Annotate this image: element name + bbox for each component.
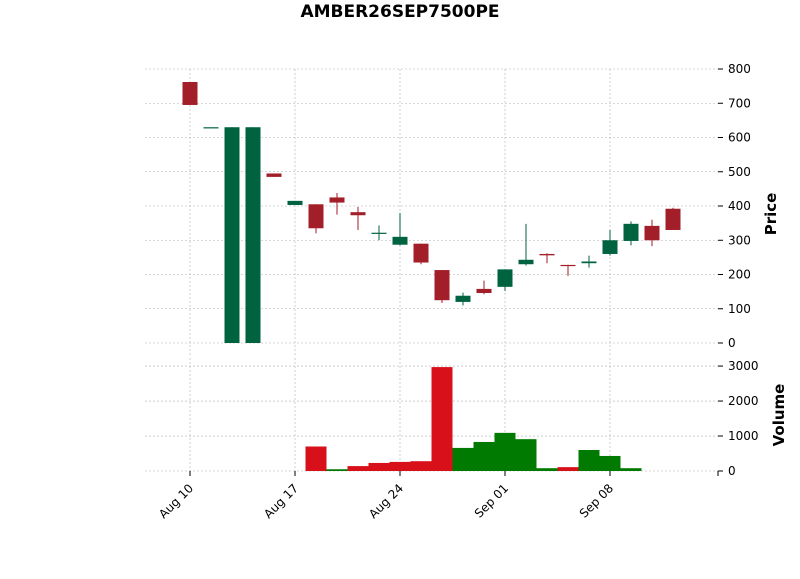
candle-body [371,232,387,234]
x-tick-label: Aug 24 [366,481,406,521]
candle-body [182,82,198,105]
candle-body [602,240,618,254]
x-tick-label: Sep 08 [577,481,616,520]
volume-tick-label: 2000 [728,394,759,408]
y-tick-label: 400 [728,199,751,213]
volume-tick-label: 3000 [728,359,759,373]
candle-body [413,243,429,263]
candle-body [560,264,576,267]
candle-body [350,212,366,216]
candle-body [245,127,261,344]
volume-bar [368,462,390,471]
volume-bar [494,432,516,471]
volume-bar [431,367,453,471]
y-axis-label: Price [762,193,780,236]
y-tick-label: 700 [728,96,751,110]
y-tick-label: 800 [728,62,751,76]
candle-body [665,208,681,230]
candle-body [392,236,408,245]
x-tick-label: Aug 17 [261,481,301,521]
y-tick-label: 600 [728,131,751,145]
candle-body [476,288,492,294]
volume-bar [515,439,537,471]
candle-body [434,270,450,301]
volume-bar [620,468,642,471]
volume-bar [347,466,369,471]
candle-body [518,259,534,265]
volume-bar [536,468,558,471]
chart-title: AMBER26SEP7500PE [300,2,499,22]
candle-body [287,200,303,205]
volume-axis-label: Volume [770,384,788,447]
candle-body [266,173,282,177]
volume-tick-label: 0 [728,464,736,478]
candle-body [455,295,471,302]
volume-bar [578,450,600,471]
candle-body [623,223,639,241]
y-tick-label: 0 [728,336,736,350]
volume-bar [452,447,474,471]
y-tick-label: 300 [728,233,751,247]
volume-bar [599,455,621,471]
volume-bar [389,461,411,471]
x-tick-label: Aug 10 [156,481,196,521]
x-tick-label: Sep 01 [472,481,511,520]
volume-bar [557,467,579,471]
y-tick-label: 200 [728,268,751,282]
candle-body [644,225,660,241]
volume-bar [473,441,495,471]
candle-body [539,253,555,256]
volume-tick-label: 1000 [728,429,759,443]
volume-bar [326,469,348,471]
candle-body [308,204,324,229]
candle-body [203,127,219,129]
candle-body [224,127,240,344]
candle-body [329,197,345,203]
candle-body [497,269,513,287]
candle-body [581,261,597,264]
y-tick-label: 100 [728,302,751,316]
volume-bar [410,461,432,471]
volume-bar [305,446,327,471]
y-tick-label: 500 [728,165,751,179]
